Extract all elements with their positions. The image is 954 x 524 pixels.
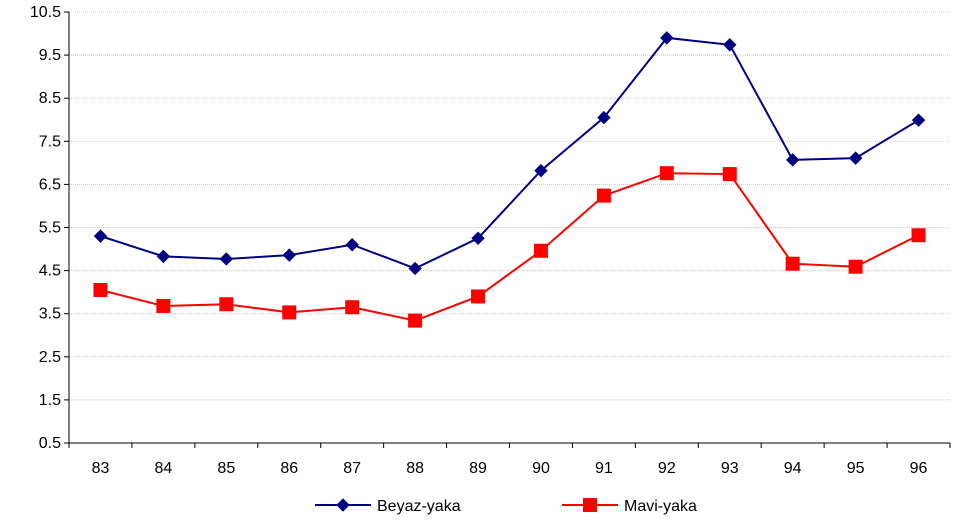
data-point-mavi-yaka	[408, 313, 423, 328]
series-line-mavi-yaka	[100, 172, 919, 322]
y-tick-label: 8.5	[39, 90, 61, 107]
x-tick-label: 89	[469, 460, 487, 477]
data-point-beyaz-yaka	[785, 153, 800, 167]
data-point-beyaz-yaka	[660, 31, 674, 45]
gridlines	[69, 11, 950, 401]
data-point-beyaz-yaka	[911, 113, 926, 127]
x-tick-label: 95	[847, 460, 865, 477]
data-point-mavi-yaka	[533, 243, 548, 258]
data-point-mavi-yaka	[156, 298, 171, 313]
x-tick-label: 91	[595, 460, 613, 477]
data-point-mavi-yaka	[785, 256, 800, 271]
y-tick-label: 4.5	[39, 263, 61, 280]
x-tick-label: 86	[280, 460, 298, 477]
x-tick-label: 85	[217, 460, 235, 477]
y-tick-label: 5.5	[39, 220, 61, 237]
x-tick-labels: 83 84 85 86 87 88 89 90 91 92 93 94 95 96	[92, 460, 928, 477]
data-point-beyaz-yaka	[597, 110, 611, 125]
legend: Beyaz-yaka Mavi-yaka	[315, 498, 697, 515]
data-point-mavi-yaka	[93, 282, 108, 297]
data-point-mavi-yaka	[471, 289, 486, 304]
legend-swatch-marker	[583, 498, 597, 512]
data-point-mavi-yaka	[596, 188, 611, 203]
data-point-beyaz-yaka	[471, 231, 485, 245]
legend-label: Mavi-yaka	[624, 498, 697, 515]
data-point-beyaz-yaka	[345, 238, 359, 252]
data-point-beyaz-yaka	[723, 38, 737, 52]
series-group	[93, 31, 926, 328]
data-point-mavi-yaka	[722, 167, 737, 182]
series-line-beyaz-yaka	[100, 36, 920, 270]
data-point-mavi-yaka	[659, 166, 674, 181]
x-tick-label: 93	[721, 460, 739, 477]
y-tick-label: 6.5	[39, 176, 61, 193]
data-point-beyaz-yaka	[156, 249, 171, 264]
y-tick-label: 7.5	[39, 133, 61, 150]
series-beyaz-yaka	[93, 31, 926, 276]
legend-label: Beyaz-yaka	[377, 498, 461, 515]
axes	[64, 11, 951, 448]
x-tick-label: 96	[910, 460, 928, 477]
legend-item-beyaz-yaka: Beyaz-yaka	[315, 498, 461, 515]
x-tick-label: 84	[154, 460, 172, 477]
data-point-mavi-yaka	[911, 228, 926, 243]
legend-item-mavi-yaka: Mavi-yaka	[562, 498, 697, 515]
data-point-beyaz-yaka	[219, 252, 234, 266]
y-tick-label: 2.5	[39, 349, 61, 366]
series-mavi-yaka	[93, 166, 926, 328]
x-tick-label: 92	[658, 460, 676, 477]
data-point-beyaz-yaka	[93, 229, 108, 243]
data-point-beyaz-yaka	[282, 248, 296, 262]
y-tick-labels: 0.5 1.5 2.5 3.5 4.5 5.5 6.5 7.5 8.5 9.5 10.5	[30, 4, 61, 452]
data-point-beyaz-yaka	[408, 261, 422, 276]
data-point-beyaz-yaka	[534, 163, 548, 178]
y-tick-label: 1.5	[39, 392, 61, 409]
x-tick-label: 83	[92, 460, 110, 477]
y-tick-label: 10.5	[30, 4, 61, 21]
x-tick-label: 88	[406, 460, 424, 477]
data-point-mavi-yaka	[219, 297, 234, 312]
y-tick-label: 3.5	[39, 306, 61, 323]
y-tick-label: 0.5	[39, 435, 61, 452]
data-point-mavi-yaka	[282, 305, 297, 320]
x-tick-label: 90	[532, 460, 550, 477]
x-tick-label: 94	[784, 460, 802, 477]
data-point-mavi-yaka	[345, 300, 360, 315]
legend-swatch-marker	[336, 498, 350, 512]
y-tick-label: 9.5	[39, 47, 61, 64]
x-tick-label: 87	[343, 460, 361, 477]
data-point-mavi-yaka	[848, 259, 863, 274]
data-point-beyaz-yaka	[848, 151, 863, 165]
